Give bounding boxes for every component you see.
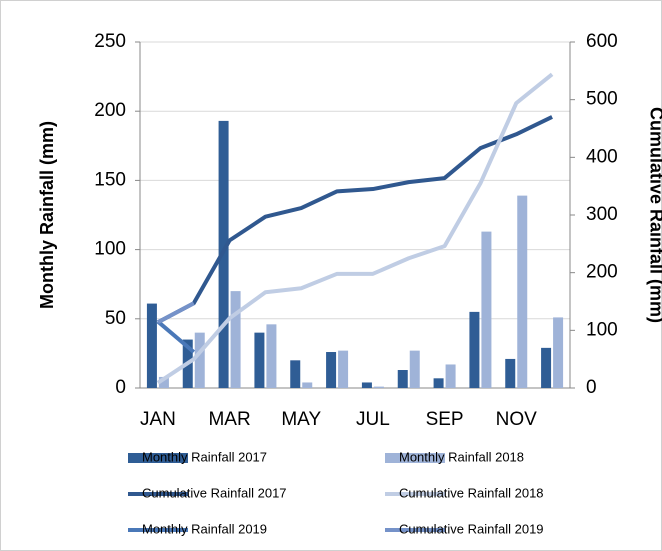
bar xyxy=(469,311,480,388)
line xyxy=(156,115,553,325)
legend-swatch xyxy=(385,453,445,463)
y2-tick-label: 300 xyxy=(586,204,618,225)
bar xyxy=(146,303,157,388)
y-tick-label: 250 xyxy=(94,31,126,52)
x-tick-label: JUL xyxy=(356,409,390,430)
bar xyxy=(361,382,372,388)
line xyxy=(156,301,195,325)
bar xyxy=(266,324,277,388)
bar xyxy=(302,382,313,388)
bar xyxy=(433,378,444,388)
y2-axis-title: Cumulative Rainfall (mm) xyxy=(646,107,662,323)
y2-tick-label: 0 xyxy=(586,377,597,398)
line xyxy=(156,72,554,385)
y2-tick-label: 100 xyxy=(586,319,618,340)
y-tick-label: 200 xyxy=(94,100,126,121)
bar xyxy=(481,231,492,388)
line xyxy=(156,320,196,354)
y2-tick-label: 200 xyxy=(586,262,618,283)
legend-label: Monthly Rainfall 2017 xyxy=(142,449,267,464)
y2-tick-label: 400 xyxy=(586,146,618,167)
legend-label: Monthly Rainfall 2018 xyxy=(399,449,524,464)
y-tick-label: 150 xyxy=(94,169,126,190)
bar xyxy=(230,291,241,388)
bar xyxy=(290,360,301,388)
bar xyxy=(397,370,408,388)
bar xyxy=(553,317,564,388)
x-tick-label: MAR xyxy=(208,409,250,430)
y-axis-title: Monthly Rainfall (mm) xyxy=(37,121,57,309)
bar xyxy=(194,332,205,388)
bar xyxy=(409,350,420,388)
bar xyxy=(338,350,349,388)
bar xyxy=(158,376,169,388)
y2-tick-label: 600 xyxy=(586,31,618,52)
bar xyxy=(541,347,552,388)
legend-swatch xyxy=(128,453,188,463)
bar xyxy=(517,195,528,388)
bar xyxy=(254,332,265,388)
legend-label: Monthly Rainfall 2019 xyxy=(142,521,267,536)
legend-label: Cumulative Rainfall 2017 xyxy=(142,485,287,500)
y-tick-label: 50 xyxy=(105,308,126,329)
legend-label: Cumulative Rainfall 2019 xyxy=(399,521,544,536)
x-tick-label: JAN xyxy=(140,409,176,430)
bar xyxy=(373,386,384,388)
y-tick-label: 100 xyxy=(94,239,126,260)
bar xyxy=(445,364,456,388)
bar xyxy=(326,352,337,388)
x-tick-label: MAY xyxy=(281,409,321,430)
x-tick-label: SEP xyxy=(426,409,464,430)
legend-label: Cumulative Rainfall 2018 xyxy=(399,485,544,500)
x-tick-label: NOV xyxy=(496,409,538,430)
bar xyxy=(505,358,516,388)
y2-tick-label: 500 xyxy=(586,89,618,110)
y-tick-label: 0 xyxy=(115,377,126,398)
